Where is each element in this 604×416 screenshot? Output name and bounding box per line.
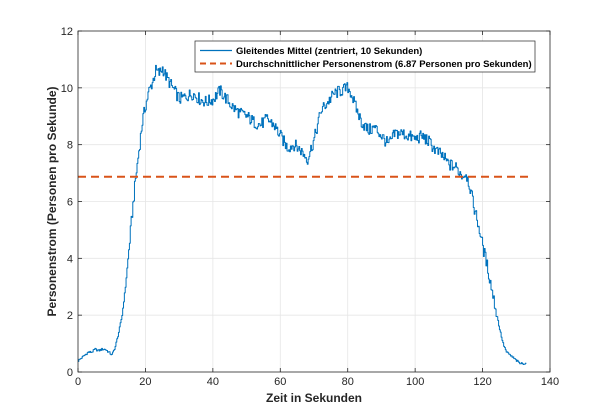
x-tick-label-100: 100 bbox=[406, 376, 424, 388]
x-tick-label-40: 40 bbox=[207, 376, 219, 388]
legend-entry-average-flow: Durchschnittlicher Personenstrom (6.87 P… bbox=[236, 59, 532, 70]
x-tick-label-120: 120 bbox=[473, 376, 491, 388]
x-tick-label-20: 20 bbox=[139, 376, 151, 388]
y-axis-label: Personenstrom (Personen pro Sekunde) bbox=[45, 86, 59, 316]
ticks: 0 20 40 60 80 100 120 140 0 2 4 6 8 10 12 bbox=[61, 26, 559, 388]
x-tick-label-0: 0 bbox=[75, 376, 81, 388]
y-tick-label-6: 6 bbox=[67, 197, 73, 209]
y-tick-label-12: 12 bbox=[61, 26, 73, 38]
x-tick-label-80: 80 bbox=[342, 376, 354, 388]
y-tick-label-0: 0 bbox=[67, 367, 73, 379]
grid bbox=[78, 31, 550, 372]
series-line-moving-average bbox=[78, 64, 527, 366]
y-tick-label-2: 2 bbox=[67, 310, 73, 322]
y-tick-label-10: 10 bbox=[61, 83, 73, 95]
y-tick-label-4: 4 bbox=[67, 253, 73, 265]
y-tick-label-8: 8 bbox=[67, 140, 73, 152]
x-tick-label-140: 140 bbox=[541, 376, 559, 388]
legend-box bbox=[194, 40, 536, 73]
x-axis-label: Zeit in Sekunden bbox=[266, 391, 362, 405]
series-layer bbox=[78, 64, 530, 366]
legend-entry-moving-average: Gleitendes Mittel (zentriert, 10 Sekunde… bbox=[236, 46, 422, 57]
legend: Gleitendes Mittel (zentriert, 10 Sekunde… bbox=[194, 40, 536, 73]
x-tick-label-60: 60 bbox=[274, 376, 286, 388]
